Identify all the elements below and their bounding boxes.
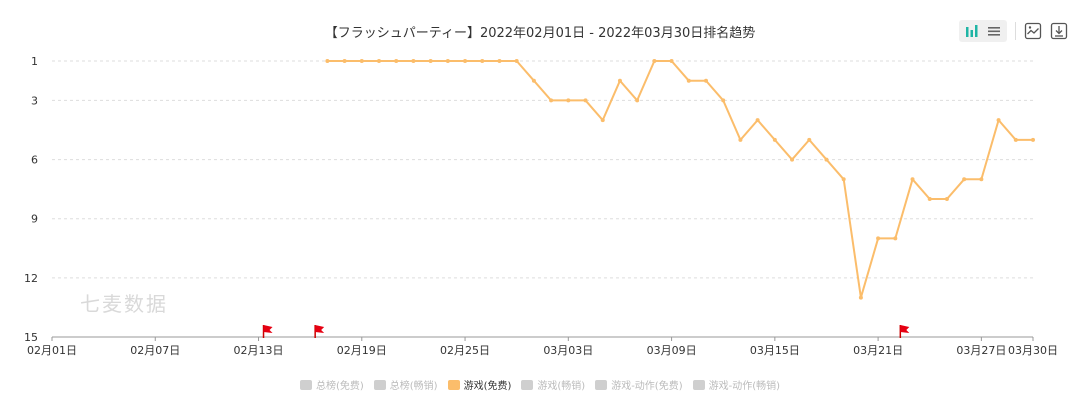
data-point — [617, 78, 622, 83]
data-point — [927, 197, 932, 201]
x-tick-label: 03月03日 — [543, 344, 593, 357]
flag-marker-icon[interactable] — [314, 325, 325, 338]
data-point — [531, 78, 536, 83]
legend-label: 游戏(畅销) — [537, 381, 586, 392]
data-point — [325, 59, 330, 63]
watermark: 七麦数据 — [80, 292, 168, 316]
legend-item[interactable]: 游戏-动作(免费) — [595, 377, 683, 392]
data-point — [686, 78, 691, 83]
data-point — [893, 236, 898, 241]
legend-label: 游戏(免费) — [463, 381, 512, 392]
data-point — [979, 177, 984, 182]
x-tick-label: 03月21日 — [853, 344, 903, 357]
y-tick-label: 6 — [31, 154, 38, 167]
data-point — [841, 177, 846, 182]
data-point — [480, 59, 485, 63]
data-point — [514, 59, 519, 63]
data-point — [342, 59, 347, 63]
data-point — [807, 137, 812, 142]
data-point — [411, 59, 416, 63]
legend-swatch — [373, 379, 386, 390]
x-tick-label: 02月25日 — [440, 344, 490, 357]
data-point — [669, 59, 674, 63]
legend-swatch — [299, 379, 312, 390]
x-tick-label: 03月27日 — [956, 344, 1006, 357]
x-tick-label: 03月09日 — [647, 344, 697, 357]
image-icon[interactable] — [1024, 22, 1042, 40]
data-point — [635, 98, 640, 103]
chart-toolbar — [959, 20, 1068, 42]
x-tick-label: 02月01日 — [27, 344, 77, 357]
data-point — [394, 59, 399, 63]
data-point — [944, 197, 949, 201]
y-tick-label: 15 — [24, 331, 38, 344]
x-tick-label: 03月15日 — [750, 344, 800, 357]
legend-label: 总榜(畅销) — [389, 381, 438, 392]
y-tick-label: 9 — [31, 213, 38, 226]
bar-chart-icon[interactable] — [963, 22, 981, 40]
data-point — [738, 137, 743, 142]
data-point — [359, 59, 364, 63]
data-point — [600, 118, 605, 123]
data-point — [549, 98, 554, 103]
data-point — [996, 118, 1001, 123]
y-tick-label: 3 — [31, 94, 38, 107]
data-point — [463, 59, 468, 63]
chart-title: 【フラッシュパーティー】2022年02月01日 - 2022年03月30日排名趋… — [324, 26, 756, 41]
data-point — [721, 98, 726, 103]
x-tick-label: 03月30日 — [1008, 344, 1058, 357]
x-tick-label: 02月13日 — [234, 344, 284, 357]
view-toggle-group — [959, 20, 1007, 42]
data-point — [377, 59, 381, 63]
legend-swatch — [692, 379, 705, 390]
legend-label: 游戏-动作(畅销) — [708, 381, 781, 392]
legend-swatch — [447, 379, 460, 390]
data-point — [1013, 137, 1018, 142]
legend-item[interactable]: 总榜(免费) — [299, 377, 364, 392]
data-point — [790, 157, 795, 162]
data-point — [704, 78, 708, 83]
download-icon[interactable] — [1050, 22, 1068, 40]
x-tick-label: 02月19日 — [337, 344, 387, 357]
data-point — [876, 236, 881, 241]
data-point — [962, 177, 967, 182]
chart-legend: 总榜(免费) 总榜(畅销) 游戏(免费) 游戏(畅销) 游戏-动作(免费) 游戏-动作(畅… — [0, 377, 1080, 392]
legend-item[interactable]: 游戏-动作(畅销) — [692, 377, 781, 392]
legend-item[interactable]: 总榜(畅销) — [373, 377, 438, 392]
legend-item[interactable]: 游戏(畅销) — [521, 377, 585, 392]
data-point — [755, 118, 760, 123]
data-point — [652, 59, 657, 63]
data-point — [910, 177, 915, 182]
legend-label: 总榜(免费) — [315, 381, 364, 392]
y-tick-label: 12 — [24, 272, 38, 285]
legend-swatch — [521, 379, 534, 390]
y-tick-label: 1 — [31, 55, 38, 68]
legend-swatch — [595, 379, 608, 390]
series-line — [327, 60, 1033, 298]
data-point — [772, 137, 777, 142]
legend-item[interactable]: 游戏(免费) — [447, 377, 512, 392]
data-point — [1031, 137, 1035, 142]
toolbar-divider — [1015, 22, 1016, 40]
data-point — [824, 157, 829, 162]
flag-marker-icon[interactable] — [899, 325, 910, 338]
data-point — [497, 59, 502, 63]
data-point — [858, 295, 863, 300]
flag-marker-icon[interactable] — [262, 325, 273, 338]
data-point — [566, 98, 571, 103]
data-point — [583, 98, 588, 103]
legend-label: 游戏-动作(免费) — [611, 381, 683, 392]
data-point — [445, 59, 450, 63]
data-point — [428, 59, 433, 63]
x-tick-label: 02月07日 — [130, 344, 180, 357]
list-icon[interactable] — [985, 22, 1003, 40]
